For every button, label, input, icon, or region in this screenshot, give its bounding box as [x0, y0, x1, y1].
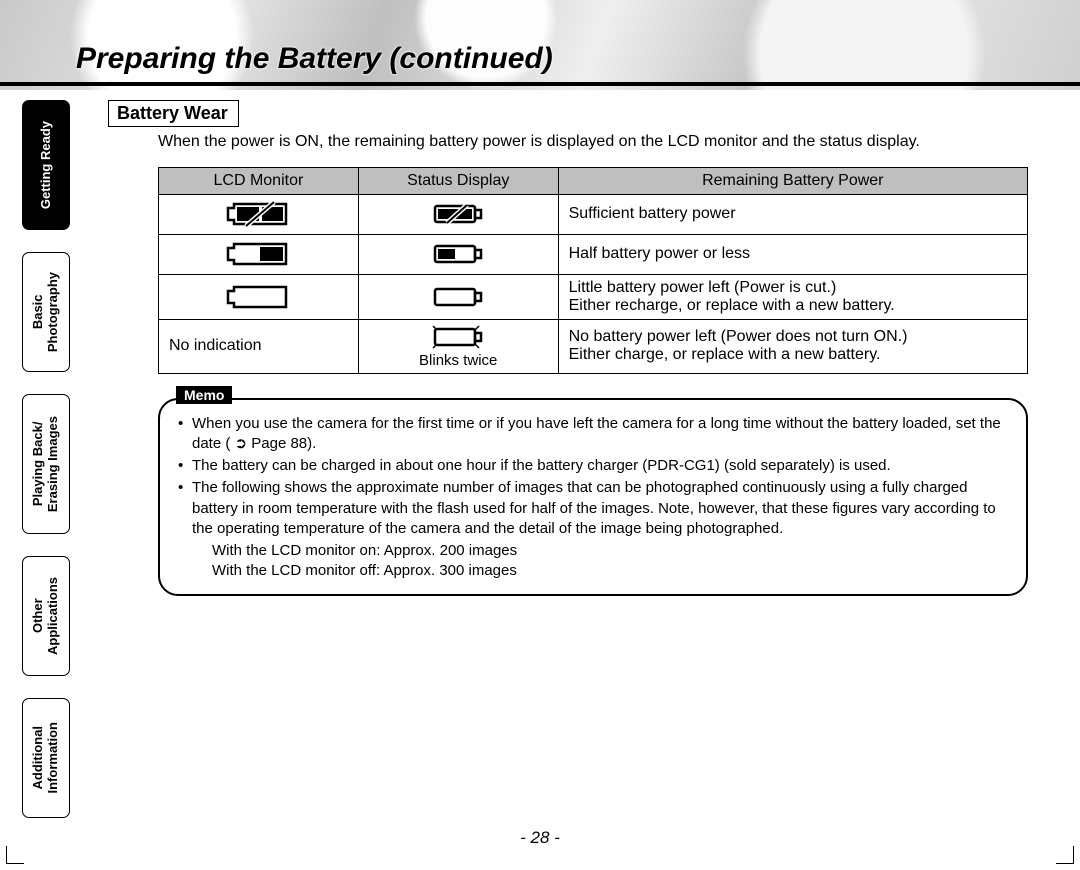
page-number: - 28 -: [0, 828, 1080, 848]
battery-icon: [429, 328, 487, 345]
desc-cell: Little battery power left (Power is cut.…: [558, 274, 1027, 319]
section-title: Battery Wear: [108, 100, 239, 127]
status-cell: Blinks twice: [358, 319, 558, 373]
status-cell: [358, 274, 558, 319]
lcd-cell: [159, 274, 359, 319]
sidebar-tab-3[interactable]: Other Applications: [22, 556, 70, 676]
sidebar-tab-4[interactable]: Additional Information: [22, 698, 70, 818]
battery-table: LCD MonitorStatus DisplayRemaining Batte…: [158, 167, 1028, 374]
memo-box: Memo When you use the camera for the fir…: [158, 398, 1028, 596]
sidebar-tab-1[interactable]: Basic Photography: [22, 252, 70, 372]
table-row: Sufficient battery power: [159, 194, 1028, 234]
memo-list: When you use the camera for the first ti…: [178, 414, 1008, 540]
desc-cell: No battery power left (Power does not tu…: [558, 319, 1027, 373]
desc-cell: Sufficient battery power: [558, 194, 1027, 234]
page-title: Preparing the Battery (continued): [76, 42, 553, 76]
lcd-cell: No indication: [159, 319, 359, 373]
sidebar-tabs: Getting Ready Basic Photography Playing Ba…: [22, 100, 70, 840]
crop-mark-br: [1056, 846, 1074, 864]
status-cell: [358, 234, 558, 274]
status-caption: Blinks twice: [369, 352, 548, 369]
sidebar-tab-label: Basic Photography: [31, 262, 61, 362]
battery-icon: [429, 205, 487, 222]
table-header: Status Display: [358, 167, 558, 194]
sidebar-tab-label: Getting Ready: [39, 111, 54, 219]
memo-item: The battery can be charged in about one …: [178, 456, 1008, 476]
memo-item: When you use the camera for the first ti…: [178, 414, 1008, 455]
battery-icon: [429, 245, 487, 262]
sidebar-tab-label: Playing Back/ Erasing Images: [31, 406, 61, 522]
lcd-cell: [159, 194, 359, 234]
table-row: Little battery power left (Power is cut.…: [159, 274, 1028, 319]
memo-tag: Memo: [176, 386, 232, 404]
battery-icon: [226, 245, 290, 262]
battery-icon: [226, 205, 290, 222]
header-rule: [0, 82, 1080, 86]
section-intro: When the power is ON, the remaining batt…: [158, 131, 1050, 153]
sidebar-tab-2[interactable]: Playing Back/ Erasing Images: [22, 394, 70, 534]
sidebar-tab-label: Other Applications: [31, 567, 61, 665]
memo-subitem: With the LCD monitor off: Approx. 300 im…: [178, 561, 1008, 581]
sidebar-tab-0[interactable]: Getting Ready: [22, 100, 70, 230]
lcd-cell: [159, 234, 359, 274]
table-row: No indication Blinks twice No battery powe…: [159, 319, 1028, 373]
battery-icon: [226, 288, 290, 305]
status-cell: [358, 194, 558, 234]
table-header: LCD Monitor: [159, 167, 359, 194]
memo-sublist: With the LCD monitor on: Approx. 200 ima…: [178, 541, 1008, 582]
memo-item: The following shows the approximate numb…: [178, 478, 1008, 539]
battery-icon: [429, 288, 487, 305]
desc-cell: Half battery power or less: [558, 234, 1027, 274]
table-header: Remaining Battery Power: [558, 167, 1027, 194]
sidebar-tab-label: Additional Information: [31, 712, 61, 804]
main-content: Battery Wear When the power is ON, the r…: [108, 100, 1050, 596]
table-row: Half battery power or less: [159, 234, 1028, 274]
crop-mark-bl: [6, 846, 24, 864]
memo-subitem: With the LCD monitor on: Approx. 200 ima…: [178, 541, 1008, 561]
